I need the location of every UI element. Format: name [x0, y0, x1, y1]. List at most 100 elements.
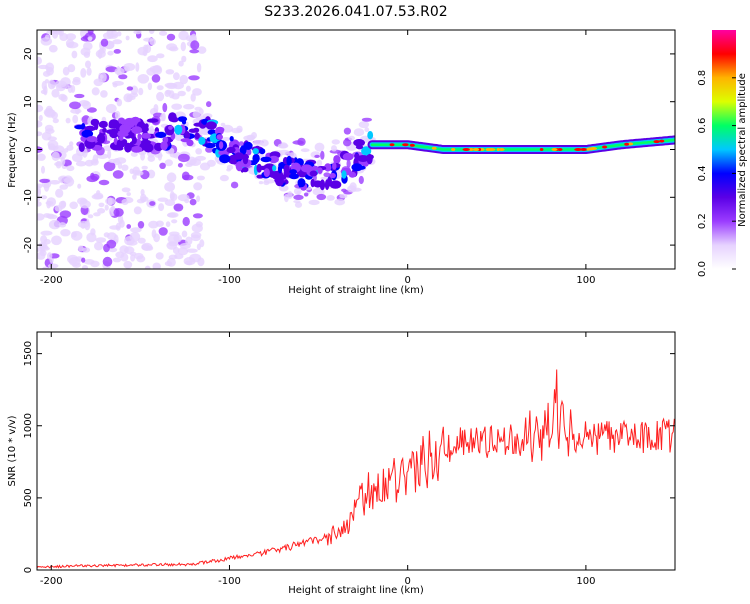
- x-tick-label: 0: [404, 576, 410, 587]
- spectrogram-speckle: [320, 176, 329, 180]
- spectrogram-speckle: [52, 118, 59, 124]
- spectrogram-speckle: [121, 198, 129, 206]
- spectrogram-hotspot: [451, 148, 456, 151]
- y-tick-label: -20: [23, 237, 34, 253]
- spectrogram-blob: [309, 170, 318, 177]
- x-tick-label: 100: [576, 576, 595, 587]
- spectrogram-speckle: [125, 35, 130, 41]
- spectrogram-speckle: [42, 266, 49, 269]
- spectrogram-speckle: [86, 67, 92, 76]
- spectrogram-speckle: [346, 159, 351, 168]
- spectrogram-speckle: [54, 161, 63, 167]
- spectrogram-blob: [116, 138, 126, 149]
- spectrogram-blob: [348, 171, 357, 178]
- spectrogram-blob: [312, 180, 323, 188]
- spectrogram-blob: [324, 163, 332, 172]
- spectrogram-speckle: [167, 212, 179, 218]
- spectrogram-blob: [141, 140, 151, 145]
- spectrogram-speckle: [113, 208, 124, 217]
- spectrogram-blob: [184, 132, 191, 139]
- spectrogram-speckle: [148, 30, 155, 34]
- spectrogram-speckle: [94, 241, 104, 251]
- spectrogram-speckle: [49, 180, 61, 185]
- colorbar-axes: 0.0 0.2 0.4 0.6 0.8: [697, 70, 736, 277]
- y-tick-label: 500: [23, 488, 34, 507]
- spectrogram-blob: [342, 152, 354, 161]
- spectrogram-blob: [260, 156, 272, 163]
- spectrogram-speckle: [185, 85, 191, 92]
- spectrogram-speckle: [84, 220, 91, 231]
- spectrogram-speckle: [37, 201, 42, 207]
- spectrogram-speckle: [117, 214, 124, 224]
- spectrogram-blob: [234, 152, 244, 160]
- spectrogram-speckle: [51, 151, 60, 161]
- spectrogram-speckle: [140, 193, 147, 203]
- spectrogram-speckle: [142, 50, 148, 57]
- spectrogram-speckle: [69, 201, 78, 210]
- x-tick-label: 100: [576, 275, 595, 286]
- spectrogram-speckle: [80, 47, 91, 56]
- spectrogram-speckle: [141, 242, 153, 251]
- spectrogram-hotspot: [574, 148, 582, 151]
- spectrogram-speckle: [129, 232, 141, 242]
- spectrogram-speckle: [159, 162, 166, 169]
- spectrogram-speckle: [177, 90, 186, 97]
- spectrogram-speckle: [158, 203, 165, 212]
- y-tick-label: 1500: [23, 341, 34, 366]
- spectrogram-speckle: [143, 37, 154, 42]
- spectrogram-speckle: [189, 158, 201, 166]
- spectrogram-speckle: [221, 124, 234, 133]
- spectrogram-speckle: [114, 110, 121, 120]
- spectrogram-speckle: [177, 247, 189, 256]
- spectrogram-speckle: [173, 72, 180, 81]
- spectrogram-speckle: [195, 148, 203, 155]
- spectrogram-speckle: [353, 128, 365, 137]
- spectrogram-speckle: [171, 219, 178, 224]
- spectrogram-blob: [137, 133, 142, 140]
- spectrogram-speckle: [70, 85, 76, 93]
- spectrogram-speckle: [164, 159, 173, 167]
- spectrogram-speckle: [166, 172, 177, 183]
- spectrogram-speckle: [119, 245, 129, 254]
- spectrogram-speckle: [364, 127, 370, 133]
- spectrogram-speckle: [40, 235, 48, 244]
- spectrogram-speckle: [170, 193, 178, 202]
- spectrogram-speckle: [314, 142, 325, 152]
- spectrogram-speckle: [303, 192, 309, 197]
- spectrogram-blob: [324, 179, 330, 191]
- spectrogram-speckle: [320, 150, 325, 160]
- snr-y-label: SNR (10 * v/v): [7, 415, 18, 486]
- spectrogram-speckle: [113, 49, 122, 54]
- y-tick-label: 0: [23, 567, 34, 573]
- spectrogram-speckle: [106, 232, 117, 241]
- spectrogram-speckle: [108, 247, 118, 253]
- spectrogram-speckle: [45, 62, 55, 73]
- spectrogram-hotspot: [659, 139, 665, 143]
- spectrogram-speckle: [177, 163, 183, 168]
- spectrogram-speckle: [192, 88, 202, 96]
- spectrogram-blob: [155, 131, 167, 138]
- snr-frame: [36, 331, 676, 571]
- spectrogram-speckle: [90, 260, 100, 268]
- spectrogram-speckle: [160, 113, 166, 122]
- spectrogram-speckle: [182, 216, 190, 227]
- spectrogram-speckle: [41, 131, 52, 141]
- spectrogram-speckle: [199, 239, 205, 248]
- x-tick-label: -100: [218, 576, 241, 587]
- spectrogram-speckle: [151, 229, 157, 239]
- spectrogram-speckle: [65, 33, 77, 41]
- spectrogram-hotspot: [624, 142, 629, 146]
- spectrogram-speckle: [47, 79, 56, 90]
- spectrogram-blob: [119, 135, 124, 141]
- spectrogram-blob: [235, 161, 243, 172]
- spectrogram-speckle: [190, 40, 200, 50]
- spectrogram-speckle: [166, 43, 178, 51]
- spectrogram-speckle: [180, 41, 186, 52]
- spectrogram-speckle: [95, 237, 107, 243]
- spectrogram-speckle: [60, 156, 66, 166]
- spectrogram-speckle: [37, 104, 44, 113]
- spectrogram-speckle: [159, 30, 168, 36]
- spectrogram-blob: [141, 132, 152, 139]
- spectrogram-hotspot: [580, 148, 588, 151]
- spectrogram-speckle: [194, 106, 202, 111]
